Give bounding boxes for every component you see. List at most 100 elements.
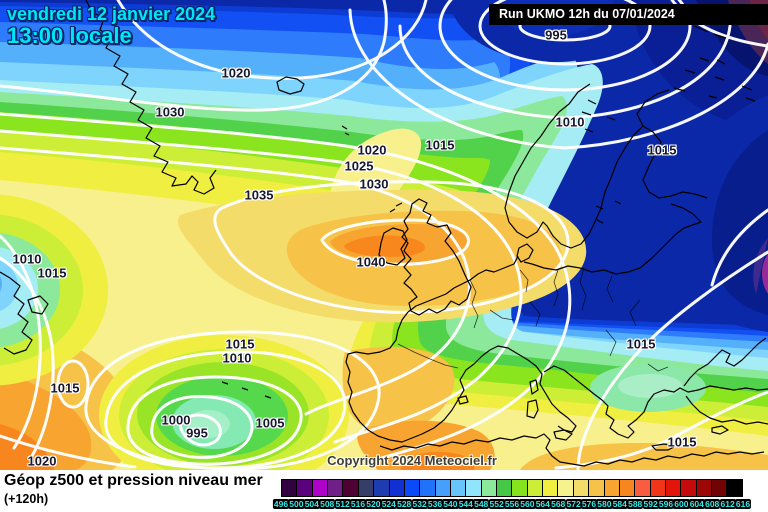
legend-color-box (573, 480, 590, 496)
legend-color-box (696, 480, 713, 496)
legend-color-box (374, 480, 390, 496)
legend-value-label: 580 (596, 499, 613, 509)
legend-value-label: 504 (303, 499, 320, 509)
contour-label: 1015 (50, 380, 80, 396)
legend-color-box (604, 480, 620, 496)
run-info-box: Run UKMO 12h du 07/01/2024 (489, 4, 768, 25)
contour-label: 1015 (626, 336, 656, 352)
legend-color-box (343, 480, 359, 496)
legend-color-box (450, 480, 467, 496)
contour-label: 995 (186, 425, 208, 441)
legend-value-label: 516 (349, 499, 367, 509)
legend-color-box (681, 480, 697, 496)
legend-value-label: 540 (442, 499, 459, 509)
contour-label: 1040 (356, 254, 386, 270)
contour-label: 1015 (647, 142, 677, 158)
contour-label: 1020 (27, 453, 57, 469)
legend-color-box (589, 480, 605, 496)
legend-value-label: 524 (380, 499, 397, 509)
legend-value-label: 556 (503, 499, 521, 509)
legend-color-box (543, 480, 559, 496)
legend-value-label: 560 (519, 499, 536, 509)
legend-value-label: 508 (319, 499, 336, 509)
legend-color-box (512, 480, 528, 496)
legend-value-label: 612 (719, 499, 736, 509)
legend-value-labels: 496 500 504 508 512 516 520 524 528 532 536 540 544 5… (0, 499, 768, 511)
legend-value-label: 584 (611, 499, 628, 509)
contour-label: 995 (545, 27, 567, 43)
coastlines (0, 0, 768, 467)
contour-label: 1010 (555, 114, 585, 130)
legend-color-box (665, 480, 682, 496)
contour-label: 1015 (37, 265, 67, 281)
legend-color-box (712, 480, 728, 496)
legend-color-box (328, 480, 344, 496)
run-info-text: Run UKMO 12h du 07/01/2024 (499, 7, 675, 21)
legend-value-label: 520 (365, 499, 382, 509)
contour-label: 1020 (357, 142, 387, 158)
contour-label: 1005 (255, 415, 285, 431)
legend-value-label: 600 (673, 499, 690, 509)
legend-value-label: 552 (488, 499, 505, 509)
legend-value-label: 548 (473, 499, 490, 509)
contour-label: 1035 (244, 187, 274, 203)
contour-label: 1030 (155, 104, 185, 120)
legend-color-box (404, 480, 421, 496)
legend-value-label: 572 (565, 499, 582, 509)
chart-title: Géop z500 et pression niveau mer (4, 472, 263, 489)
contour-label: 1030 (359, 176, 389, 192)
legend-color-box (727, 480, 742, 496)
legend-value-label: 592 (642, 499, 659, 509)
time-text: 13:00 locale (7, 22, 132, 48)
legend-color-box (619, 480, 636, 496)
legend-color-box (312, 480, 329, 496)
legend-value-label: 604 (688, 499, 705, 509)
legend-value-label: 496 (272, 499, 290, 509)
legend-value-label: 588 (627, 499, 644, 509)
legend-value-label: 608 (704, 499, 721, 509)
legend-color-box (466, 480, 482, 496)
legend-color-box (420, 480, 436, 496)
legend-color-box (497, 480, 513, 496)
copyright-text: Copyright 2024 Meteociel.fr (327, 453, 497, 468)
legend-value-label: 532 (411, 499, 428, 509)
contour-label: 1010 (12, 251, 42, 267)
contour-label: 1015 (667, 434, 697, 450)
contour-label: 1000 (161, 412, 191, 428)
legend-value-label: 616 (734, 499, 752, 509)
legend-value-label: 576 (580, 499, 598, 509)
contour-label: 1010 (222, 350, 252, 366)
legend-value-label: 544 (457, 499, 474, 509)
date-text: vendredi 12 janvier 2024 (7, 4, 216, 24)
legend-color-box (635, 480, 651, 496)
legend-color-box (435, 480, 451, 496)
legend-value-label: 564 (534, 499, 551, 509)
date-block: vendredi 12 janvier 2024 13:00 locale (7, 5, 215, 47)
legend-color-box (527, 480, 544, 496)
legend-color-box (297, 480, 313, 496)
country-borders (397, 267, 669, 372)
legend-value-label: 568 (550, 499, 567, 509)
legend-color-box (389, 480, 405, 496)
footer-bar: Géop z500 et pression niveau mer (+120h)… (0, 470, 768, 512)
contour-label: 1015 (425, 137, 455, 153)
pressure-contours (0, 0, 768, 470)
legend-color-box (650, 480, 666, 496)
legend-color-scale (281, 479, 743, 497)
contour-label: 1020 (221, 65, 251, 81)
lead-time: (+120h) (4, 492, 49, 506)
contour-label: 1015 (225, 336, 255, 352)
legend-color-box (282, 480, 298, 496)
legend-value-label: 500 (288, 499, 305, 509)
legend-color-box (481, 480, 498, 496)
weather-map: 1020 1030 995 1010 1015 1015 1020 1025 1030 1035 1… (0, 0, 768, 470)
legend-value-label: 536 (426, 499, 444, 509)
legend-color-box (358, 480, 375, 496)
legend-value-label: 512 (334, 499, 351, 509)
legend-color-box (558, 480, 574, 496)
contour-label: 1025 (344, 158, 374, 174)
legend-value-label: 596 (657, 499, 675, 509)
legend-value-label: 528 (396, 499, 413, 509)
weather-map-canvas (0, 0, 768, 470)
